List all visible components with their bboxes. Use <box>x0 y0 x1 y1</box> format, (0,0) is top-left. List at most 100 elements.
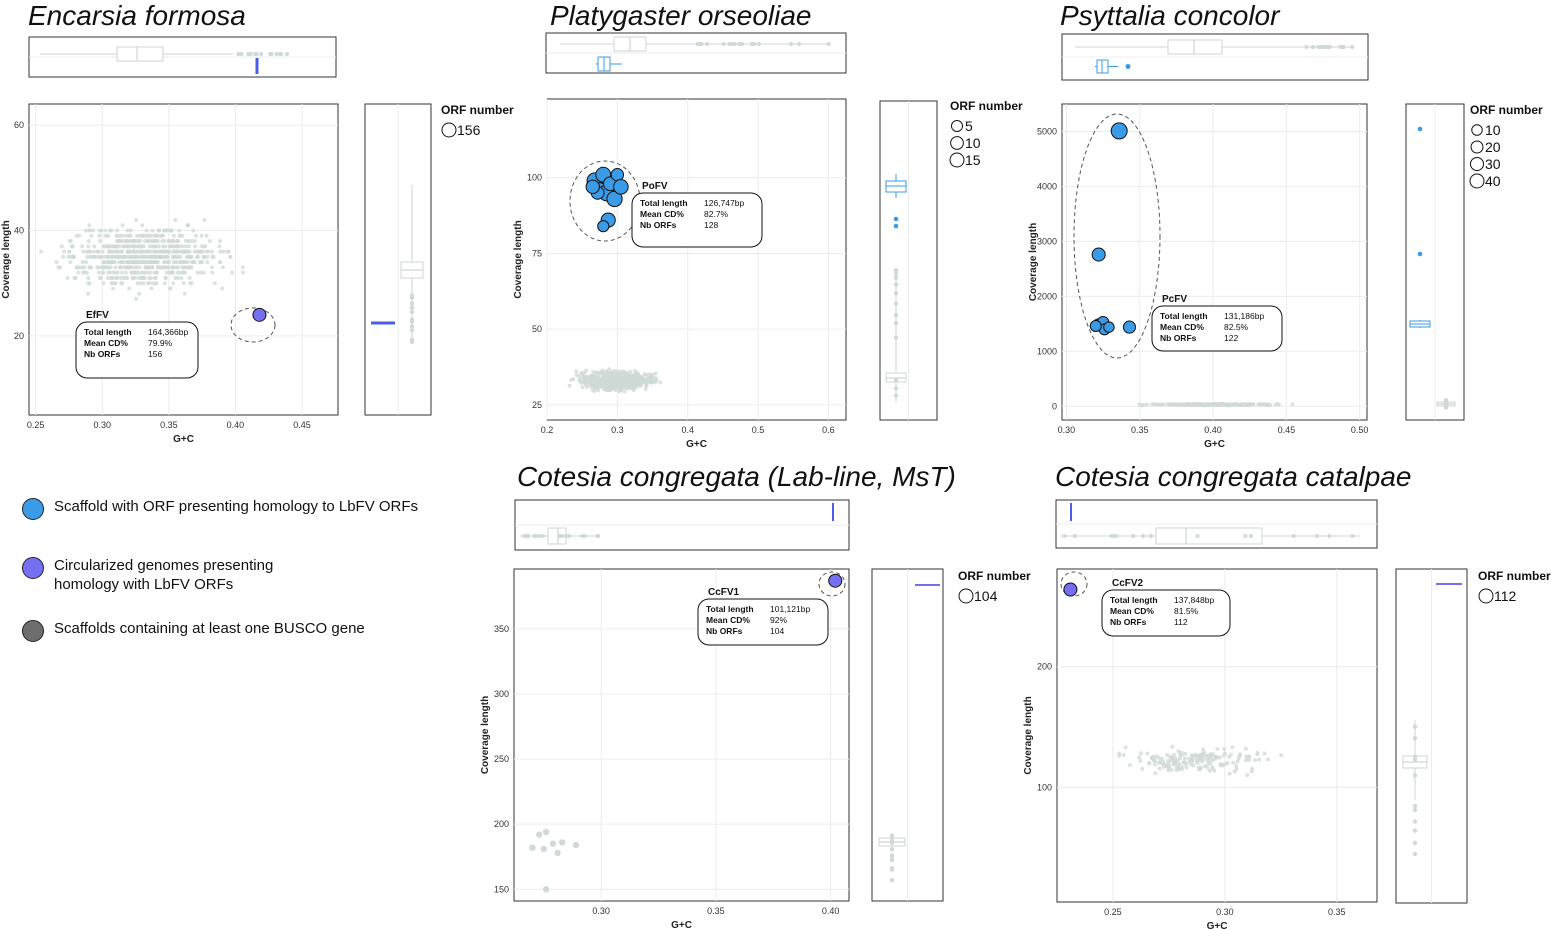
panel-3-background-point <box>1149 402 1154 407</box>
panel-3-top-outlier <box>1350 45 1355 49</box>
panel-1-background-point <box>67 249 72 254</box>
panel-1-background-point <box>205 254 210 259</box>
panel-5-background-point <box>1121 752 1126 757</box>
panel-4-top-outlier <box>526 534 531 538</box>
panel-1-background-point <box>124 260 129 265</box>
panel-5-info-key: Nb ORFs <box>1110 617 1147 627</box>
panel-1-background-point <box>152 239 157 244</box>
panel-1-background-point <box>178 260 183 265</box>
panel-1-right-outlier <box>409 301 415 306</box>
panel-2-background-point <box>607 376 612 381</box>
panel-title-platygaster-orseoliae: Platygaster orseoliae <box>550 0 812 31</box>
panel-3-background-point <box>1222 402 1227 407</box>
panel-3-background-point <box>1273 402 1278 407</box>
panel-1-right-outlier <box>409 309 415 315</box>
panel-5-highlight-ellipse <box>1060 571 1088 597</box>
panel-1-top-outlier <box>246 52 251 56</box>
panel-2-background-point <box>641 375 646 380</box>
panel-3-y-tick-label: 3000 <box>1037 236 1057 246</box>
panel-2-top-outlier <box>737 42 742 46</box>
panel-1-top-outlier <box>284 52 289 56</box>
panel-1-orf-legend-value: 156 <box>457 122 481 138</box>
panel-2-right-outlier <box>893 335 899 340</box>
panel-1-background-point <box>87 228 92 233</box>
panel-5-background-point <box>1145 751 1150 756</box>
panel-2-background-point <box>593 384 598 389</box>
panel-4-virus-point <box>828 573 843 588</box>
panel-1-background-point <box>58 265 63 270</box>
panel-1-background-point <box>159 265 164 270</box>
panel-2-y-tick-label: 100 <box>527 173 542 183</box>
panel-1-x-tick-label: 0.40 <box>227 420 245 430</box>
panel-3-top-outlier <box>1327 45 1332 49</box>
panel-5-x-axis-title: G+C <box>1207 921 1228 930</box>
panel-3-info-key: Total length <box>1160 311 1208 321</box>
legend-swatch-circular-genome <box>22 557 44 579</box>
panel-1-info-value: 156 <box>148 349 162 359</box>
panel-5-background-point <box>1186 756 1191 761</box>
panel-1-background-point <box>135 270 140 275</box>
panel-3-virus-point <box>1103 321 1115 333</box>
panel-5-background-point <box>1157 766 1162 771</box>
panel-4-info-value: 101,121bp <box>770 604 810 614</box>
panel-2-right-virus-outlier <box>893 223 899 229</box>
panel-1-virus-point <box>252 307 267 322</box>
panel-2-virus-info-box <box>631 192 763 248</box>
panel-1-background-point <box>131 260 136 265</box>
panel-5-background-point <box>1138 758 1143 763</box>
panel-1-background-point <box>97 233 102 238</box>
panel-4-right-outlier <box>889 854 895 860</box>
panel-3-x-tick-label: 0.45 <box>1278 425 1296 435</box>
panel-1-background-point <box>225 249 230 254</box>
panel-1-background-point <box>182 249 187 254</box>
panel-1-background-point <box>132 244 137 249</box>
panel-5-right-outlier <box>1412 807 1418 813</box>
panel-2-x-axis-title: G+C <box>686 439 707 450</box>
legend-label: Circularized genomes presenting homology … <box>54 556 273 594</box>
panel-2-virus-point <box>597 220 610 233</box>
panel-1-background-point <box>171 281 176 286</box>
panel-1-background-point <box>171 239 176 244</box>
panel-2-x-tick-label: 0.2 <box>541 425 554 435</box>
panel-4-x-axis-title: G+C <box>671 920 692 930</box>
panel-title-psyttalia-concolor: Psyttalia concolor <box>1060 0 1280 31</box>
panel-1-background-point <box>165 260 170 265</box>
panel-3-background-point <box>1213 402 1218 407</box>
panel-5-background-point <box>1204 757 1209 762</box>
panel-1-background-point <box>162 281 167 286</box>
panel-4-background-point <box>540 845 548 853</box>
panel-2-background-point <box>577 374 582 379</box>
panel-1-background-point <box>139 270 144 275</box>
panel-3-top-outlier <box>1316 45 1321 49</box>
panel-1-background-point <box>86 249 91 254</box>
panel-1-background-point <box>130 275 135 280</box>
panel-3-info-value: 122 <box>1224 333 1238 343</box>
panel-3-virus-point <box>1110 122 1128 140</box>
panel-1-background-point <box>162 239 167 244</box>
panel-1-background-point <box>176 254 181 259</box>
panel-5-background-point <box>1247 758 1252 763</box>
panel-1-background-point <box>102 265 107 270</box>
panel-4-x-tick-label: 0.35 <box>707 906 725 916</box>
panel-4-y-tick-label: 250 <box>494 754 509 764</box>
panel-1-background-point <box>140 233 145 238</box>
panel-5-background-point <box>1153 771 1158 776</box>
panel-1-background-point <box>86 281 91 286</box>
panel-2-top-outlier <box>826 42 831 46</box>
panel-1-background-point <box>145 239 150 244</box>
panel-1-background-point <box>135 244 140 249</box>
panel-3-background-point <box>1145 402 1150 407</box>
panel-1-x-tick-label: 0.45 <box>293 420 311 430</box>
panel-1-background-point <box>128 244 133 249</box>
panel-1-background-point <box>164 228 169 233</box>
panel-1-background-point <box>240 265 245 270</box>
panel-1-background-point <box>97 228 102 233</box>
panel-1-background-point <box>202 217 207 222</box>
panel-1-background-point <box>175 260 180 265</box>
panel-1-highlight-ellipse <box>230 307 276 343</box>
panel-5-background-point <box>1138 751 1143 756</box>
panel-1-background-point <box>150 228 155 233</box>
panel-1-background-point <box>97 254 102 259</box>
panel-5-top-boxplot-box <box>1155 527 1263 545</box>
panel-1-background-point <box>84 270 89 275</box>
